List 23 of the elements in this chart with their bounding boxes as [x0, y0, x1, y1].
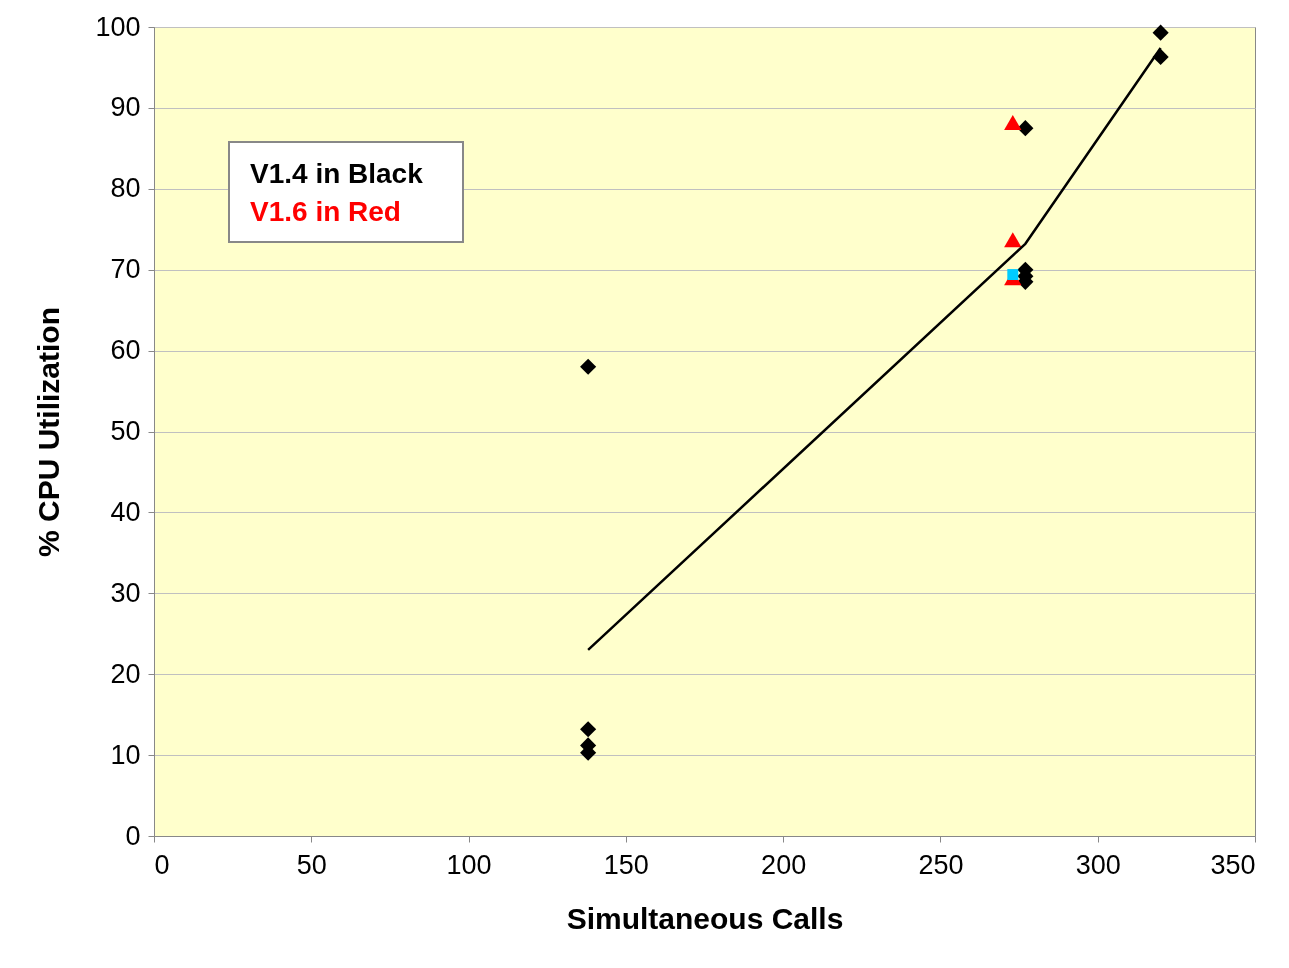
y-tick-label: 10 — [110, 739, 141, 770]
y-tick-label: 90 — [110, 92, 141, 123]
y-tick-label: 50 — [110, 416, 141, 446]
x-tick-label: 250 — [918, 849, 964, 880]
annotation: V1.6 in Red — [250, 195, 402, 229]
x-tick-label: 100 — [446, 849, 492, 880]
y-axis-title: % CPU Utilization — [32, 306, 66, 558]
x-tick-label: 350 — [1210, 849, 1256, 880]
x-tick-label: 300 — [1075, 849, 1121, 880]
x-tick-label: 0 — [154, 849, 170, 880]
y-tick-label: 0 — [125, 820, 141, 851]
y-tick-label: 70 — [110, 254, 141, 285]
y-tick-label: 100 — [95, 11, 141, 42]
annotation: V1.4 in Black — [250, 157, 424, 191]
x-tick-label: 50 — [296, 849, 327, 880]
x-tick-label: 150 — [603, 849, 649, 880]
y-tick-label: 60 — [110, 335, 141, 366]
x-tick-label: 200 — [761, 849, 807, 880]
y-tick-label: 30 — [110, 577, 141, 608]
y-tick-label: 40 — [110, 496, 141, 527]
y-tick-label: 20 — [110, 658, 141, 689]
y-tick-label: 80 — [110, 173, 141, 204]
x-axis-title: Simultaneous Calls — [566, 901, 844, 935]
